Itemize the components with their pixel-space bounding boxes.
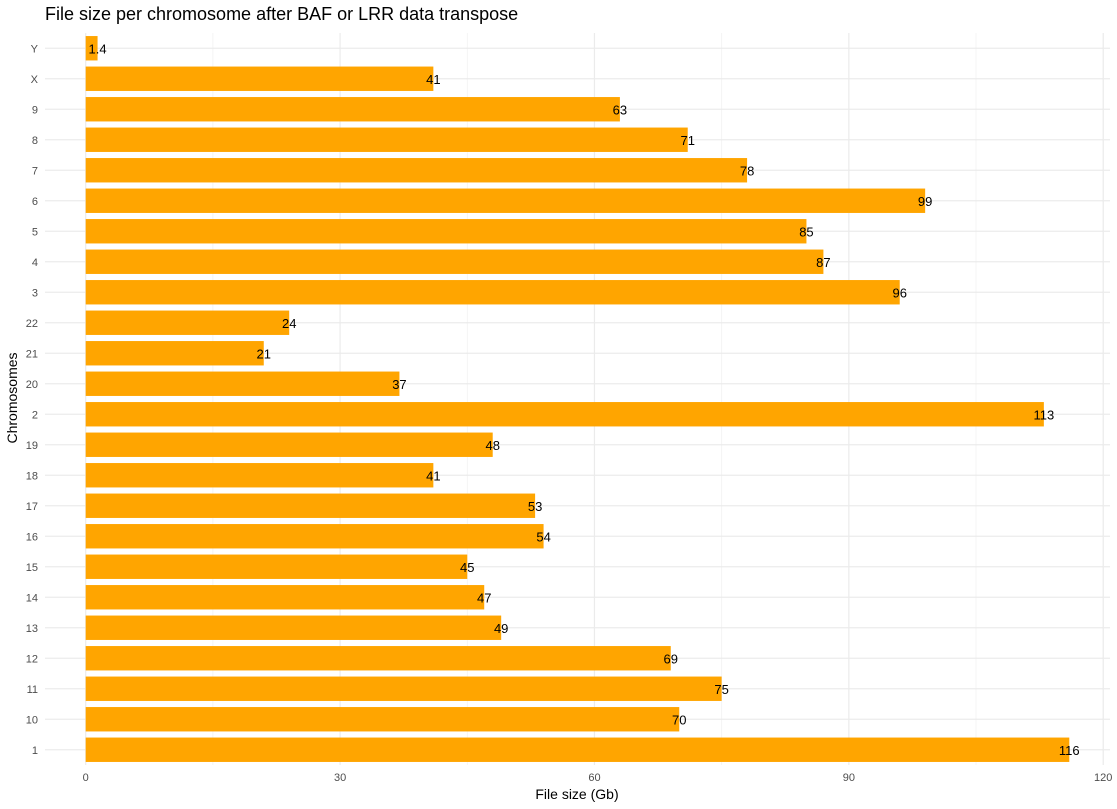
bar-value-label: 41 bbox=[426, 72, 440, 87]
bar-value-label: 69 bbox=[664, 651, 678, 666]
y-axis-title: Chromosomes bbox=[4, 352, 20, 443]
bar bbox=[85, 280, 900, 305]
bar bbox=[85, 341, 264, 366]
bar bbox=[85, 646, 671, 671]
y-tick-label: 19 bbox=[26, 440, 38, 452]
bar bbox=[85, 737, 1070, 762]
bar bbox=[85, 310, 290, 335]
bar-value-label: 63 bbox=[613, 102, 627, 117]
bar-value-label: 53 bbox=[528, 499, 542, 514]
bar-value-label: 41 bbox=[426, 468, 440, 483]
y-tick-label: 21 bbox=[26, 348, 38, 360]
bar bbox=[85, 188, 926, 213]
bar-value-label: 87 bbox=[816, 255, 830, 270]
bar bbox=[85, 493, 536, 518]
x-tick-label: 120 bbox=[1094, 772, 1112, 784]
bar-value-label: 37 bbox=[392, 377, 406, 392]
bar-value-label: 78 bbox=[740, 163, 754, 178]
y-tick-label: 1 bbox=[32, 745, 38, 757]
chart-title: File size per chromosome after BAF or LR… bbox=[45, 4, 519, 24]
bar bbox=[85, 463, 434, 488]
bar bbox=[85, 66, 434, 91]
bar-value-label: 113 bbox=[1033, 407, 1054, 422]
x-axis-tick-labels: 0 30 60 90 120 bbox=[83, 772, 1113, 784]
x-axis-title: File size (Gb) bbox=[535, 786, 618, 802]
bar-value-label: 85 bbox=[799, 224, 813, 239]
bar-value-label: 21 bbox=[257, 346, 271, 361]
y-tick-label: 4 bbox=[32, 257, 38, 269]
y-tick-label: 22 bbox=[26, 318, 38, 330]
bar bbox=[85, 585, 485, 610]
y-tick-label: 13 bbox=[26, 623, 38, 635]
bar bbox=[85, 249, 824, 274]
y-axis-tick-labels: 1 10 11 12 13 14 15 16 17 18 19 2 20 21 22 3 4 5 6 7 8 9 X Y bbox=[26, 43, 39, 757]
x-tick-label: 60 bbox=[588, 772, 600, 784]
bar-value-label: 99 bbox=[918, 194, 932, 209]
bar bbox=[85, 127, 688, 152]
x-tick-label: 90 bbox=[843, 772, 855, 784]
bar bbox=[85, 158, 748, 183]
bar-value-label: 47 bbox=[477, 590, 491, 605]
bar bbox=[85, 676, 722, 701]
bar-value-label: 71 bbox=[680, 133, 694, 148]
bar bbox=[85, 554, 468, 579]
y-tick-label: 6 bbox=[32, 196, 38, 208]
bar-value-label: 24 bbox=[282, 316, 296, 331]
y-tick-label: 20 bbox=[26, 379, 38, 391]
bars bbox=[85, 36, 1070, 762]
bar-value-label: 75 bbox=[714, 682, 728, 697]
bar bbox=[85, 402, 1044, 427]
y-tick-label: 8 bbox=[32, 135, 38, 147]
y-tick-label: 7 bbox=[32, 165, 38, 177]
y-tick-label: X bbox=[31, 74, 39, 86]
minor-gridlines bbox=[212, 33, 977, 765]
bar bbox=[85, 707, 680, 732]
y-tick-label: 5 bbox=[32, 226, 38, 238]
bar-value-label: 48 bbox=[485, 438, 499, 453]
y-tick-label: 15 bbox=[26, 562, 38, 574]
bar-value-label: 1.4 bbox=[89, 41, 107, 56]
bar bbox=[85, 219, 807, 244]
y-tick-label: 16 bbox=[26, 531, 38, 543]
y-tick-label: 14 bbox=[26, 592, 38, 604]
bar bbox=[85, 97, 620, 122]
y-tick-label: 12 bbox=[26, 653, 38, 665]
y-tick-label: 3 bbox=[32, 287, 38, 299]
bar-value-label: 70 bbox=[672, 712, 686, 727]
y-tick-label: 17 bbox=[26, 501, 38, 513]
bar-value-label: 49 bbox=[494, 621, 508, 636]
y-tick-label: Y bbox=[31, 43, 39, 55]
bar bbox=[85, 524, 544, 549]
bar bbox=[85, 432, 493, 457]
bar-value-label: 96 bbox=[892, 285, 906, 300]
bar bbox=[85, 371, 400, 396]
y-tick-label: 18 bbox=[26, 470, 38, 482]
x-tick-label: 0 bbox=[83, 772, 89, 784]
y-tick-label: 11 bbox=[27, 684, 38, 696]
y-tick-label: 10 bbox=[26, 714, 38, 726]
y-tick-label: 9 bbox=[32, 104, 38, 116]
x-tick-label: 30 bbox=[334, 772, 346, 784]
bar bbox=[85, 36, 98, 61]
bar-value-label: 116 bbox=[1059, 743, 1080, 758]
bar bbox=[85, 615, 502, 640]
bar-value-label: 45 bbox=[460, 560, 474, 575]
y-tick-label: 2 bbox=[32, 409, 38, 421]
bar-value-label: 54 bbox=[536, 529, 550, 544]
